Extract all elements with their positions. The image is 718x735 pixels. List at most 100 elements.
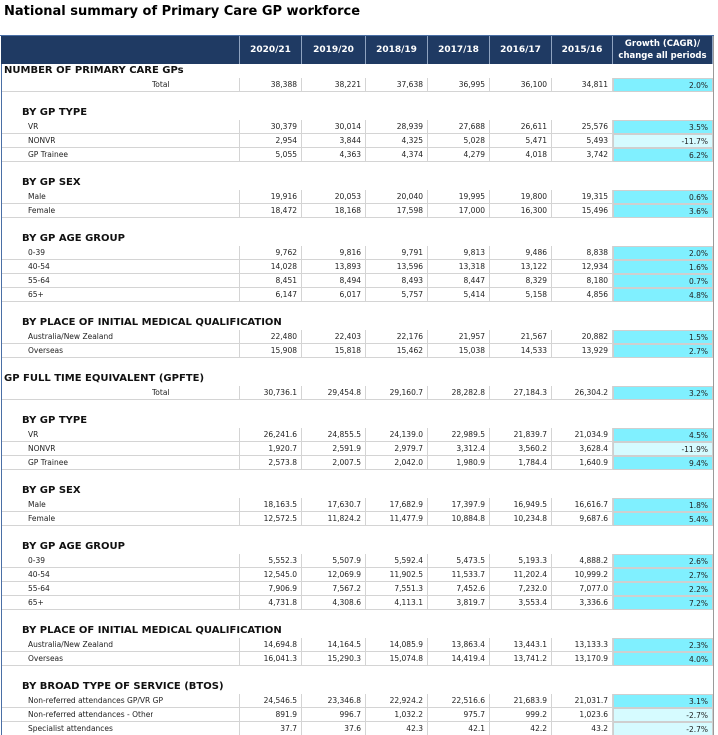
value-cell: 10,884.8	[428, 512, 490, 526]
value-cell: 13,133.3	[552, 638, 613, 652]
header-rule	[0, 35, 714, 36]
row-label: Non-referred attendances GP/VR GP	[28, 696, 163, 705]
value-cell: 17,000	[428, 204, 490, 218]
row-label: NONVR	[28, 136, 56, 145]
value-cell: 16,300	[490, 204, 552, 218]
value-cell: 8,447	[428, 274, 490, 288]
value-cell: 16,616.7	[552, 498, 613, 512]
value-cell: 975.7	[428, 708, 490, 722]
row-line	[2, 582, 240, 596]
growth-cell: 1.6%	[613, 260, 713, 274]
value-cell: 6,017	[302, 288, 366, 302]
value-cell: 15,074.8	[366, 652, 428, 666]
value-cell: 23,346.8	[302, 694, 366, 708]
value-cell: 22,924.2	[366, 694, 428, 708]
column-header: 2020/21	[240, 36, 302, 64]
section-title: BY GP SEX	[22, 485, 81, 496]
value-cell: 37,638	[366, 78, 428, 92]
value-cell: 4,363	[302, 148, 366, 162]
value-cell: 12,572.5	[240, 512, 302, 526]
value-cell: 29,454.8	[302, 386, 366, 400]
value-cell: 42.2	[490, 722, 552, 735]
value-cell: 17,682.9	[366, 498, 428, 512]
value-cell: 15,908	[240, 344, 302, 358]
value-cell: 14,028	[240, 260, 302, 274]
section-title: BY PLACE OF INITIAL MEDICAL QUALIFICATIO…	[22, 317, 282, 328]
value-cell: 3,312.4	[428, 442, 490, 456]
header-corner	[1, 36, 240, 64]
growth-cell: -11.9%	[613, 442, 713, 456]
growth-cell: 2.2%	[613, 582, 713, 596]
row-line	[2, 274, 240, 288]
table-right-border	[713, 36, 714, 735]
row-label: 40-54	[28, 570, 50, 579]
value-cell: 12,069.9	[302, 568, 366, 582]
row-line	[2, 708, 240, 722]
value-cell: 14,085.9	[366, 638, 428, 652]
value-cell: 26,611	[490, 120, 552, 134]
value-cell: 1,023.6	[552, 708, 613, 722]
growth-cell: 1.8%	[613, 498, 713, 512]
growth-header: Growth (CAGR)/ change all periods	[613, 36, 713, 64]
value-cell: 37.6	[302, 722, 366, 735]
value-cell: 891.9	[240, 708, 302, 722]
row-label: Total	[152, 388, 170, 397]
value-cell: 13,741.2	[490, 652, 552, 666]
value-cell: 14,419.4	[428, 652, 490, 666]
section-title: BY GP AGE GROUP	[22, 233, 125, 244]
value-cell: 7,551.3	[366, 582, 428, 596]
value-cell: 3,628.4	[552, 442, 613, 456]
row-label: 55-64	[28, 584, 50, 593]
value-cell: 10,999.2	[552, 568, 613, 582]
row-line	[2, 78, 240, 92]
row-line	[2, 246, 240, 260]
column-header: 2018/19	[366, 36, 428, 64]
value-cell: 7,077.0	[552, 582, 613, 596]
value-cell: 8,180	[552, 274, 613, 288]
row-line	[2, 652, 240, 666]
value-cell: 28,939	[366, 120, 428, 134]
row-line	[2, 344, 240, 358]
row-line	[2, 568, 240, 582]
growth-cell: -2.7%	[613, 708, 713, 722]
value-cell: 20,053	[302, 190, 366, 204]
value-cell: 37.7	[240, 722, 302, 735]
value-cell: 2,591.9	[302, 442, 366, 456]
value-cell: 13,170.9	[552, 652, 613, 666]
value-cell: 2,042.0	[366, 456, 428, 470]
row-label: Male	[28, 500, 46, 509]
value-cell: 13,122	[490, 260, 552, 274]
growth-cell: 2.0%	[613, 246, 713, 260]
value-cell: 11,477.9	[366, 512, 428, 526]
value-cell: 13,443.1	[490, 638, 552, 652]
value-cell: 10,234.8	[490, 512, 552, 526]
row-label: Total	[152, 80, 170, 89]
value-cell: 2,007.5	[302, 456, 366, 470]
row-label: 55-64	[28, 276, 50, 285]
row-label: Female	[28, 514, 56, 523]
growth-cell: 4.5%	[613, 428, 713, 442]
section-title: BY GP TYPE	[22, 107, 88, 118]
value-cell: 24,855.5	[302, 428, 366, 442]
value-cell: 43.2	[552, 722, 613, 735]
value-cell: 19,995	[428, 190, 490, 204]
value-cell: 2,979.7	[366, 442, 428, 456]
table-left-border	[1, 36, 2, 735]
growth-cell: -2.7%	[613, 722, 713, 735]
value-cell: 5,592.4	[366, 554, 428, 568]
column-header: 2019/20	[302, 36, 366, 64]
group-title: GP FULL TIME EQUIVALENT (GPFTE)	[4, 373, 205, 384]
value-cell: 5,158	[490, 288, 552, 302]
value-cell: 7,567.2	[302, 582, 366, 596]
value-cell: 19,315	[552, 190, 613, 204]
row-line	[2, 596, 240, 610]
value-cell: 38,388	[240, 78, 302, 92]
value-cell: 15,496	[552, 204, 613, 218]
growth-cell: 2.7%	[613, 344, 713, 358]
growth-cell: 3.1%	[613, 694, 713, 708]
value-cell: 21,031.7	[552, 694, 613, 708]
row-line	[2, 442, 240, 456]
row-label: 0-39	[28, 248, 46, 257]
value-cell: 5,473.5	[428, 554, 490, 568]
value-cell: 8,493	[366, 274, 428, 288]
